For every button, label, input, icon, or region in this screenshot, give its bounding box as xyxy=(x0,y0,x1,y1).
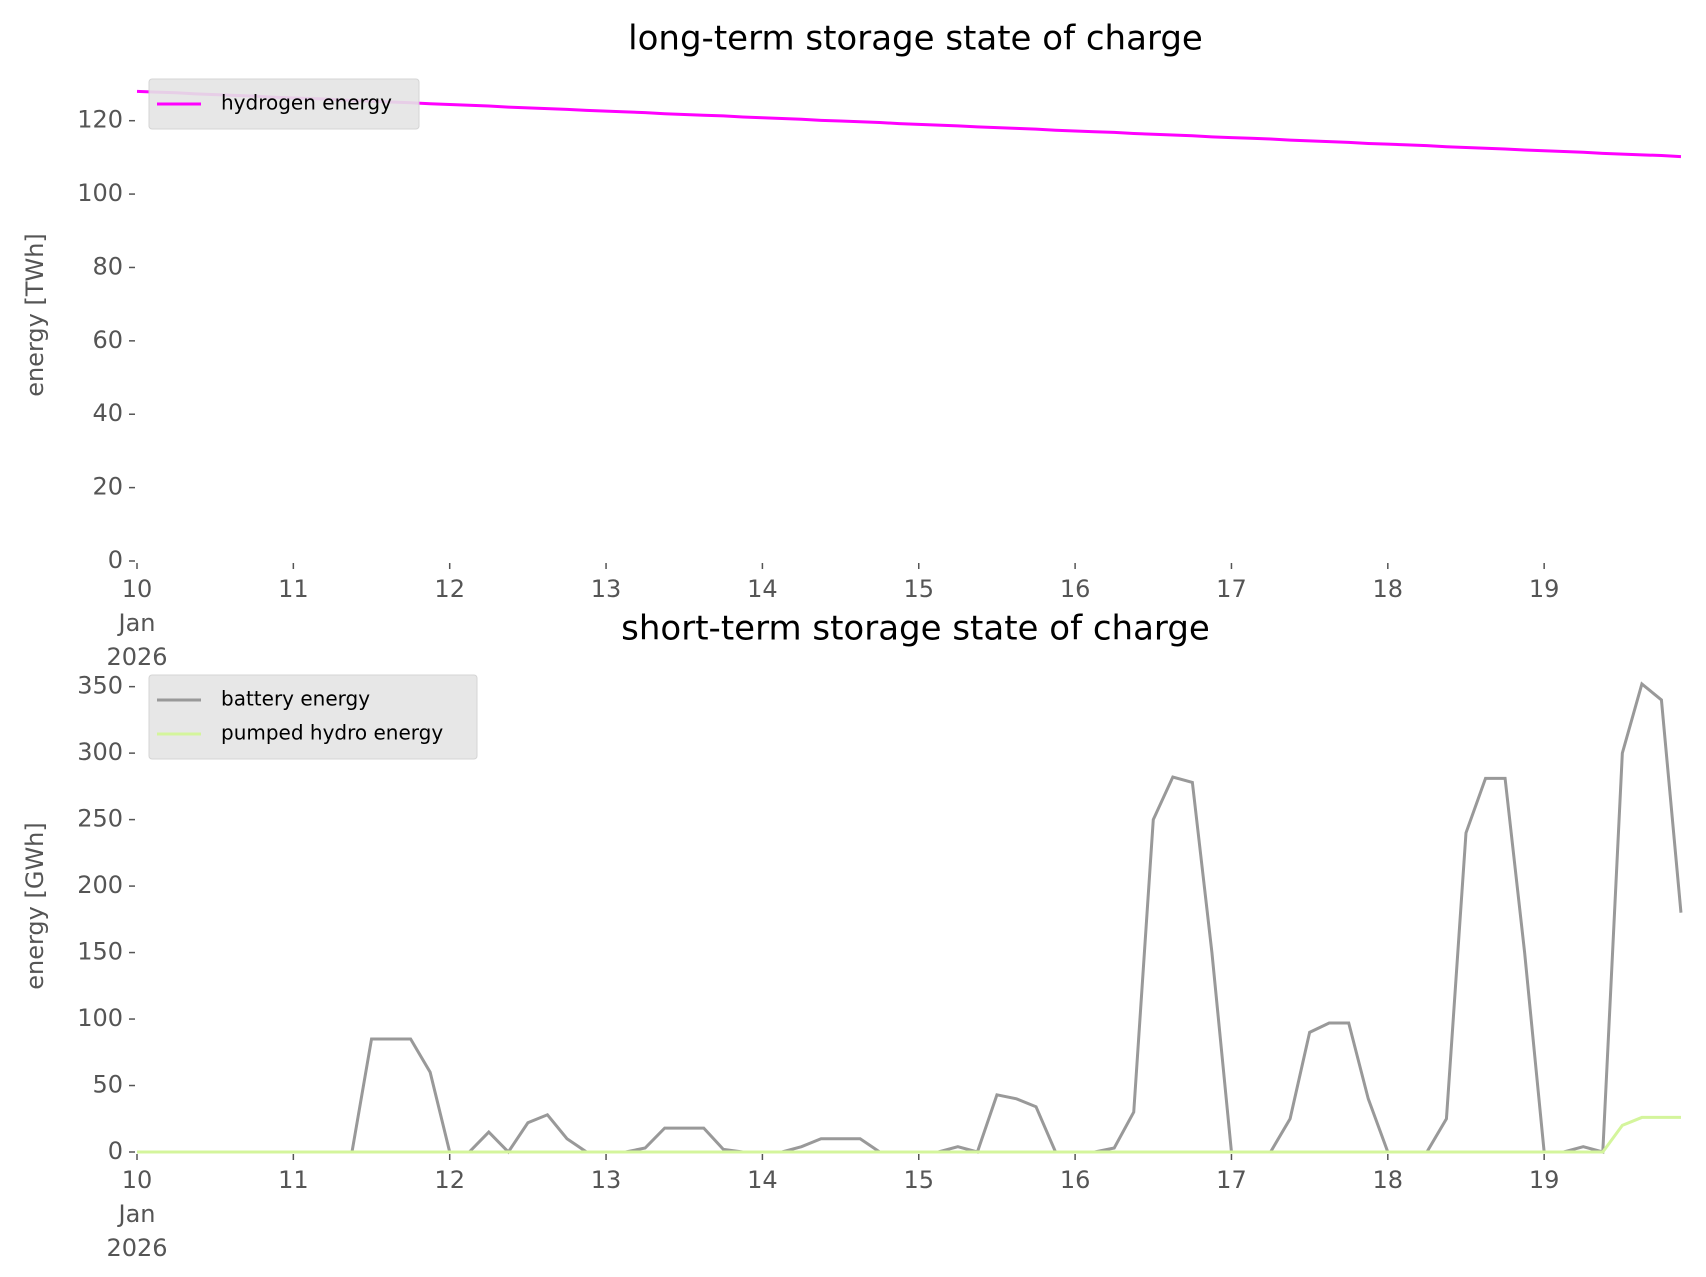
y-tick-label: 60 xyxy=(92,326,123,354)
x-tick-label: 14 xyxy=(747,575,778,603)
x-tick-label: 19 xyxy=(1529,575,1560,603)
series-line xyxy=(137,1115,1681,1154)
y-tick-label: 350 xyxy=(77,672,123,700)
x-tick-label: 15 xyxy=(903,575,934,603)
x-tick-label: 11 xyxy=(278,575,309,603)
x-tick-label: 16 xyxy=(1060,1166,1091,1194)
y-tick-label: 150 xyxy=(77,938,123,966)
chart-title: long-term storage state of charge xyxy=(628,19,1203,59)
x-tick-label: 17 xyxy=(1216,575,1247,603)
y-tick-label: 250 xyxy=(77,805,123,833)
x-tick-label: 18 xyxy=(1373,1166,1404,1194)
x-tick-label: 10 Jan 2026 xyxy=(106,575,167,671)
y-tick-label: 80 xyxy=(92,252,123,280)
legend-label: pumped hydro energy xyxy=(221,721,443,745)
x-tick-label: 19 xyxy=(1529,1166,1560,1194)
legend-box xyxy=(148,674,478,760)
legend-label: battery energy xyxy=(221,687,370,711)
x-tick-label: 13 xyxy=(591,1166,622,1194)
y-tick-label: 40 xyxy=(92,399,123,427)
y-tick-label: 100 xyxy=(77,179,123,207)
y-axis-label: energy [TWh] xyxy=(21,233,49,397)
x-tick-label: 12 xyxy=(434,575,465,603)
x-tick-label: 13 xyxy=(591,575,622,603)
y-tick-label: 20 xyxy=(92,473,123,501)
x-tick-label: 14 xyxy=(747,1166,778,1194)
y-tick-label: 0 xyxy=(108,1137,123,1165)
x-tick-label: 15 xyxy=(903,1166,934,1194)
y-tick-label: 300 xyxy=(77,738,123,766)
y-tick-label: 200 xyxy=(77,871,123,899)
y-tick-label: 50 xyxy=(92,1071,123,1099)
y-tick-label: 100 xyxy=(77,1004,123,1032)
y-tick-label: 120 xyxy=(77,106,123,134)
chart-title: short-term storage state of charge xyxy=(621,609,1210,649)
x-tick-label: 16 xyxy=(1060,575,1091,603)
x-tick-label: 18 xyxy=(1373,575,1404,603)
legend-label: hydrogen energy xyxy=(221,91,392,115)
x-tick-label: 11 xyxy=(278,1166,309,1194)
y-axis-label: energy [GWh] xyxy=(21,822,49,990)
y-tick-label: 0 xyxy=(108,546,123,574)
x-tick-label: 10 Jan 2026 xyxy=(106,1166,167,1262)
legend-box xyxy=(148,78,420,130)
x-tick-label: 12 xyxy=(434,1166,465,1194)
x-tick-label: 17 xyxy=(1216,1166,1247,1194)
